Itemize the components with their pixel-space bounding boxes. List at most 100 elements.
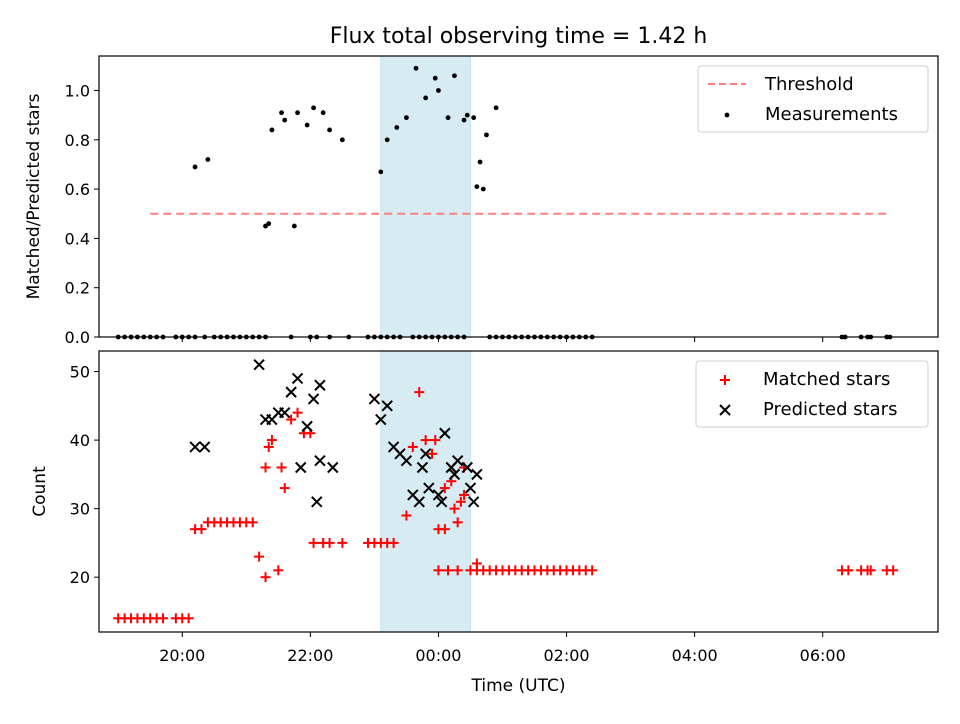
measurement-point bbox=[452, 73, 457, 79]
measurement-point bbox=[394, 125, 400, 130]
y-tick-label: 50 bbox=[70, 363, 90, 382]
predicted-stars-point bbox=[419, 448, 432, 460]
matched-stars-legend-swatch bbox=[720, 375, 730, 385]
top-x-ticks bbox=[181, 337, 824, 342]
top-legend-box bbox=[697, 65, 929, 133]
bottom-plot-frame bbox=[98, 350, 939, 633]
matched-stars-point bbox=[279, 483, 290, 494]
predicted-stars-point bbox=[301, 420, 313, 433]
y-tick-label: 1.0 bbox=[65, 82, 90, 101]
predicted-stars-point bbox=[464, 482, 477, 494]
measurement-point bbox=[192, 164, 198, 170]
matched-stars-point bbox=[247, 517, 258, 528]
measurement-point bbox=[404, 115, 409, 121]
predicted-stars-legend-label: Predicted stars bbox=[763, 399, 897, 420]
predicted-stars-point bbox=[461, 461, 473, 474]
y-tick-label: 0.8 bbox=[65, 131, 90, 150]
measurement-point bbox=[445, 115, 451, 121]
matched-stars-point bbox=[443, 565, 454, 576]
x-tick-label: 00:00 bbox=[415, 646, 461, 665]
predicted-stars-point bbox=[471, 468, 483, 481]
measurement-point bbox=[266, 221, 272, 227]
predicted-stars-point bbox=[307, 393, 320, 405]
predicted-stars-point bbox=[198, 441, 211, 453]
chart-title: Flux total observing time = 1.42 h bbox=[330, 24, 708, 49]
matched-stars-point bbox=[286, 414, 297, 425]
measurement-point bbox=[291, 223, 297, 229]
matched-stars-point bbox=[276, 462, 287, 473]
measurement-point bbox=[327, 127, 332, 133]
matched-stars-point bbox=[430, 435, 441, 446]
predicted-stars-point bbox=[432, 489, 445, 501]
predicted-stars-legend-swatch bbox=[719, 404, 731, 416]
predicted-stars-point bbox=[423, 482, 435, 494]
matched-stars-point bbox=[449, 503, 460, 514]
measurement-point bbox=[304, 122, 310, 128]
y-tick-label: 20 bbox=[70, 568, 90, 587]
measurement-point bbox=[480, 186, 486, 192]
matched-stars-point bbox=[452, 517, 463, 528]
predicted-stars-point bbox=[435, 496, 448, 508]
predicted-stars-point bbox=[413, 496, 425, 508]
x-tick-label: 04:00 bbox=[672, 646, 718, 665]
matched-stars-point bbox=[587, 565, 598, 576]
matched-stars-point bbox=[459, 489, 470, 500]
predicted-stars-point bbox=[311, 496, 323, 508]
bottom-y-axis-label: Count bbox=[30, 466, 50, 517]
matched-stars-point bbox=[273, 565, 284, 576]
measurement-point bbox=[484, 132, 489, 138]
top-plot-frame bbox=[98, 55, 939, 338]
predicted-stars-point bbox=[295, 461, 307, 474]
y-tick-label: 0.4 bbox=[65, 229, 90, 248]
matched-stars-point bbox=[401, 510, 412, 521]
measurement-point bbox=[269, 127, 275, 133]
measurement-point bbox=[464, 112, 470, 118]
predicted-stars-point bbox=[368, 393, 381, 405]
predicted-stars-point bbox=[448, 468, 461, 481]
matched-stars-legend-label: Matched stars bbox=[763, 369, 890, 390]
measurement-point bbox=[282, 117, 288, 123]
top-y-ticks: 0.0 0.2 0.4 0.6 0.8 1.0 bbox=[65, 82, 99, 347]
measurement-point bbox=[339, 137, 345, 143]
matched-stars-point bbox=[196, 524, 207, 535]
bottom-legend-box bbox=[695, 360, 929, 428]
measurement-point bbox=[471, 115, 477, 121]
top-observing-window bbox=[380, 55, 471, 338]
predicted-stars-point bbox=[314, 454, 326, 467]
predicted-stars-point bbox=[291, 372, 304, 385]
predicted-stars-point bbox=[189, 441, 201, 453]
matched-stars-point bbox=[439, 483, 450, 494]
predicted-stars-point bbox=[279, 406, 291, 419]
top-y-axis-label: Matched/Predicted stars bbox=[24, 93, 44, 299]
matched-stars-point bbox=[388, 537, 399, 548]
measurement-point bbox=[311, 105, 316, 111]
top-legend: Threshold Measurements bbox=[697, 65, 929, 133]
matched-stars-point bbox=[263, 441, 274, 452]
measurement-point bbox=[432, 75, 438, 81]
predicted-stars-point bbox=[375, 413, 387, 426]
matched-stars-point bbox=[414, 387, 425, 398]
matched-stars-point bbox=[183, 613, 194, 624]
measurement-point bbox=[378, 169, 384, 175]
predicted-stars-point bbox=[285, 386, 297, 398]
predicted-stars-point bbox=[439, 427, 451, 439]
predicted-stars-point bbox=[416, 461, 429, 474]
matched-stars-point bbox=[439, 524, 450, 535]
matched-stars-point bbox=[324, 537, 335, 548]
matched-stars-point bbox=[865, 565, 876, 576]
bottom-y-ticks: 20 30 40 50 bbox=[70, 363, 99, 587]
matched-stars-point bbox=[433, 565, 444, 576]
matched-stars-point bbox=[337, 537, 348, 548]
y-tick-label: 0.6 bbox=[65, 180, 90, 199]
measurement-point bbox=[295, 110, 300, 116]
matched-stars-point bbox=[452, 565, 463, 576]
measurement-point bbox=[461, 117, 467, 123]
predicted-stars-point bbox=[327, 461, 339, 474]
x-axis-label: Time (UTC) bbox=[471, 676, 566, 696]
measurement-point bbox=[423, 95, 429, 101]
matched-stars-point bbox=[843, 565, 854, 576]
y-tick-label: 40 bbox=[70, 431, 90, 450]
measurement-point bbox=[384, 137, 390, 143]
